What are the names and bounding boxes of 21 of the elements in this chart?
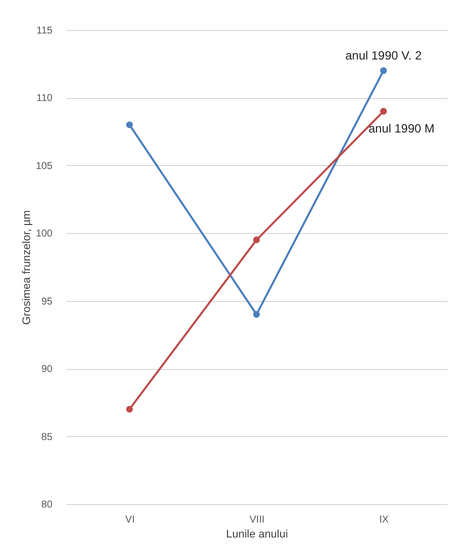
y-tick-label: 115	[36, 26, 53, 36]
y-tick-label: 90	[41, 364, 53, 376]
y-tick-label: 105	[36, 160, 53, 172]
y-axis-title: Grosimea frunzelor, µm	[20, 210, 33, 325]
y-tick-label: 110	[36, 93, 53, 104]
series-label: anul 1990 V. 2	[345, 48, 422, 63]
point	[380, 67, 387, 74]
y-tick-label: 100	[36, 228, 53, 240]
series-label: anul 1990 M	[368, 121, 435, 136]
x-tick-label: IX	[379, 514, 390, 526]
y-tick-label: 95	[41, 296, 53, 308]
y-tick-label: 85	[41, 432, 53, 443]
point	[253, 311, 260, 318]
x-tick-label: VIII	[249, 514, 265, 526]
y-tick-label: 80	[41, 500, 53, 510]
point	[380, 108, 387, 115]
x-tick-label: VI	[125, 514, 135, 526]
point	[253, 236, 260, 244]
point	[126, 121, 133, 128]
x-axis-title: Lunile anului	[226, 528, 288, 540]
point	[126, 406, 133, 413]
